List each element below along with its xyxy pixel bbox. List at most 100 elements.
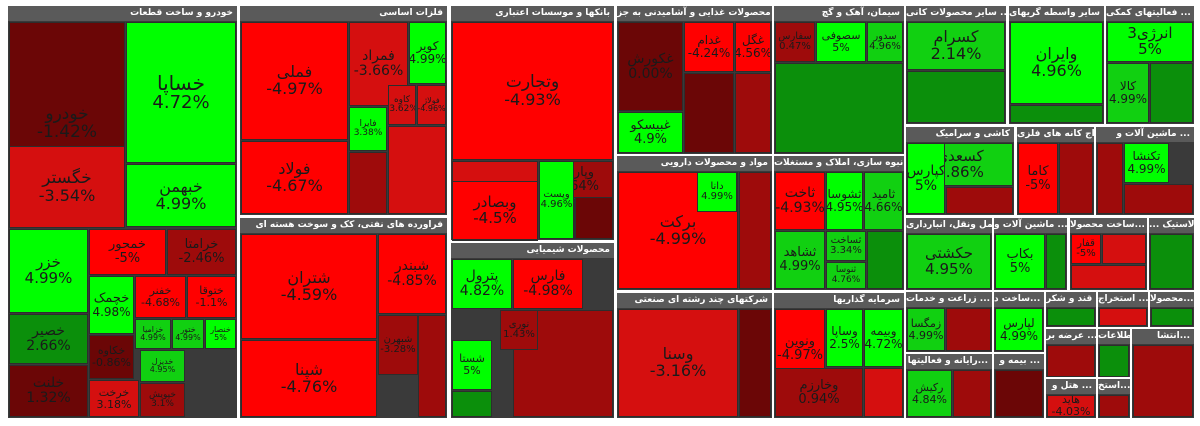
stock-tile-khnasr[interactable]: خنصار 5% xyxy=(205,319,236,349)
stock-tile-thshahed[interactable]: ثشاهد 4.99% xyxy=(775,231,825,289)
stock-tile-small[interactable] xyxy=(1133,345,1193,417)
stock-tile-hitaz[interactable]: هاید -4.03% xyxy=(1047,395,1095,417)
stock-tile-khassir[interactable]: خصیر 2.66% xyxy=(9,314,88,364)
stock-tile-rakish[interactable]: رکیش 4.84% xyxy=(907,370,952,417)
stock-tile-ddana[interactable]: دانا 4.99% xyxy=(697,172,737,212)
stock-tile-enerji3[interactable]: انرژی3 5% xyxy=(1107,22,1193,62)
stock-tile-fars[interactable]: فارس -4.98% xyxy=(513,259,583,309)
stock-tile-shesita[interactable]: شستا 5% xyxy=(452,340,492,390)
stock-tile-small[interactable] xyxy=(452,391,492,417)
stock-tile-khdiz[interactable]: خدیزل 4.95% xyxy=(140,350,185,382)
stock-tile-small[interactable] xyxy=(775,63,903,153)
stock-tile-vsapa[interactable]: وساپا 2.5% xyxy=(826,309,863,367)
stock-tile-small[interactable] xyxy=(735,73,771,153)
stock-tile-small[interactable] xyxy=(388,126,446,214)
stock-tile-shepetrol[interactable]: پترول 4.82% xyxy=(452,259,512,309)
stock-tile-small[interactable] xyxy=(946,187,1013,214)
stock-tile-gheyt[interactable]: غکورش 0.00% xyxy=(618,22,683,111)
stock-tile-khtookaa[interactable]: ختوقا -1.1% xyxy=(187,276,236,318)
stock-tile-veiran[interactable]: وایران 4.96% xyxy=(1010,22,1103,104)
stock-change-percent: 4.76% xyxy=(831,274,861,285)
stock-tile-small[interactable] xyxy=(349,152,387,214)
stock-tile-ghegol[interactable]: غگل 4.56% xyxy=(735,22,771,72)
stock-tile-kave[interactable]: کاوه-3.62% xyxy=(388,85,416,125)
stock-tile-small[interactable] xyxy=(1071,265,1146,289)
stock-tile-small[interactable] xyxy=(1047,345,1095,377)
stock-tile-aklal[interactable]: ثاخت -4.93% xyxy=(775,172,825,230)
stock-tile-small[interactable] xyxy=(1059,143,1093,214)
stock-tile-small[interactable] xyxy=(418,315,446,417)
stock-tile-hkeshti[interactable]: حکشتی 4.95% xyxy=(907,234,991,289)
stock-tile-vasaderat[interactable]: وبصادر -4.5% xyxy=(452,181,538,240)
stock-tile-small[interactable] xyxy=(1046,234,1066,289)
stock-tile-kovir[interactable]: کویر 4.99% xyxy=(409,22,446,84)
stock-tile-small[interactable] xyxy=(1047,308,1095,326)
stock-tile-small[interactable] xyxy=(946,308,991,351)
stock-tile-shavbehan[interactable]: شبهرن -3.28% xyxy=(378,315,418,375)
stock-tile-ghafar[interactable]: قفار -5% xyxy=(1071,234,1101,264)
stock-tile-zemagsa[interactable]: زمگسا 4.99% xyxy=(907,308,945,351)
stock-tile-ghebisko[interactable]: غبیسکو 4.9% xyxy=(618,112,683,153)
stock-tile-vasenaa[interactable]: وسنا -3.16% xyxy=(618,309,738,417)
stock-tile-sefars[interactable]: سفارس 0.47% xyxy=(775,22,815,62)
stock-tile-small[interactable] xyxy=(907,71,1005,123)
stock-tile-bekab[interactable]: بکاب 5% xyxy=(995,234,1045,289)
stock-tile-small[interactable] xyxy=(1151,308,1193,326)
stock-tile-sesofian[interactable]: سصوفی 5% xyxy=(816,22,866,62)
stock-tile-small[interactable] xyxy=(867,231,903,289)
stock-tile-khsapa[interactable]: خساپا 4.72% xyxy=(126,22,236,163)
stock-tile-small[interactable] xyxy=(1099,345,1129,377)
stock-tile-kesram[interactable]: کسرام 2.14% xyxy=(907,22,1005,70)
stock-tile-tekansa[interactable]: تکنشا 4.99% xyxy=(1124,143,1169,183)
stock-tile-small[interactable] xyxy=(953,370,991,417)
stock-tile-small[interactable] xyxy=(739,172,771,289)
stock-tile-khzam[interactable]: خزامیا 4.99% xyxy=(135,319,171,349)
stock-tile-vbime[interactable]: وبیمه 4.72% xyxy=(864,309,903,367)
stock-tile-noori[interactable]: نوری 1.43% xyxy=(500,310,538,350)
stock-tile-sedur[interactable]: سدور 4.96% xyxy=(867,22,903,62)
stock-tile-shetran[interactable]: شتران -4.59% xyxy=(241,234,377,339)
stock-tile-femelli[interactable]: فملی -4.97% xyxy=(241,22,348,140)
stock-tile-khkaveh[interactable]: خکاوه -0.86% xyxy=(89,335,134,379)
stock-tile-kala[interactable]: کالا 4.99% xyxy=(1107,63,1149,123)
stock-tile-khbahman[interactable]: خبهمن 4.99% xyxy=(126,164,236,227)
stock-tile-small[interactable] xyxy=(684,73,734,153)
stock-tile-khrakht[interactable]: خرخت 3.18% xyxy=(89,380,139,417)
stock-tile-kapars[interactable]: کپارس 5% xyxy=(907,143,945,214)
stock-tile-small[interactable] xyxy=(1150,63,1193,123)
stock-tile-small[interactable] xyxy=(1150,234,1193,289)
stock-tile-ghadir[interactable]: غدام -4.24% xyxy=(684,22,734,72)
stock-tile-small[interactable] xyxy=(739,309,771,417)
stock-tile-vkharazm[interactable]: وخارزم 0.94% xyxy=(775,368,863,417)
stock-tile-fooolad[interactable]: فولاد -4.67% xyxy=(241,141,348,214)
stock-tile-thnesaz[interactable]: ثنوسا 4.76% xyxy=(826,262,866,289)
stock-tile-foolaj[interactable]: فولاژ -4.96% xyxy=(417,85,446,125)
stock-tile-tamid[interactable]: ثامید 4.66% xyxy=(864,172,903,230)
stock-tile-small[interactable] xyxy=(864,368,903,417)
stock-tile-ashoosa[interactable]: ثشوسا 4.95% xyxy=(826,172,863,230)
stock-tile-vatejarat[interactable]: وتجارت -4.93% xyxy=(452,22,613,160)
stock-tile-khchamak[interactable]: خچمک 4.98% xyxy=(89,276,134,334)
stock-tile-small[interactable] xyxy=(1102,234,1146,264)
stock-tile-shebandar[interactable]: شبندر -4.85% xyxy=(378,234,446,314)
stock-tile-khazar[interactable]: خزر 4.99% xyxy=(9,229,88,313)
stock-tile-shepna[interactable]: شپنا -4.76% xyxy=(241,340,377,417)
stock-tile-kama[interactable]: کاما -5% xyxy=(1018,143,1058,214)
stock-tile-small[interactable] xyxy=(1010,105,1103,123)
stock-tile-small[interactable] xyxy=(995,370,1043,417)
stock-tile-khfanar[interactable]: خفنر -4.68% xyxy=(135,276,186,318)
stock-tile-khmehvar[interactable]: خمحور -5% xyxy=(89,229,166,275)
stock-tile-khgostar[interactable]: خگستر -3.54% xyxy=(9,146,125,228)
stock-tile-khtor[interactable]: ختور 4.99% xyxy=(172,319,204,349)
stock-tile-khramta[interactable]: خرامتا -2.46% xyxy=(167,229,236,275)
stock-tile-small[interactable] xyxy=(1097,143,1123,214)
stock-tile-small[interactable] xyxy=(1124,184,1193,214)
stock-tile-fanara[interactable]: فایرا 3.38% xyxy=(349,107,387,151)
stock-tile-khlam[interactable]: خلنت 1.32% xyxy=(9,365,88,417)
stock-tile-khpaya[interactable]: خپویش 3.1% xyxy=(140,383,185,417)
stock-tile-thsakht[interactable]: ثساخت 3.34% xyxy=(826,231,866,261)
stock-tile-small[interactable] xyxy=(1099,395,1129,417)
stock-tile-tlaris[interactable]: لپارس 4.99% xyxy=(995,308,1043,351)
stock-tile-vpost[interactable]: وپست 4.96% xyxy=(539,161,574,239)
stock-tile-small[interactable] xyxy=(1099,308,1147,326)
